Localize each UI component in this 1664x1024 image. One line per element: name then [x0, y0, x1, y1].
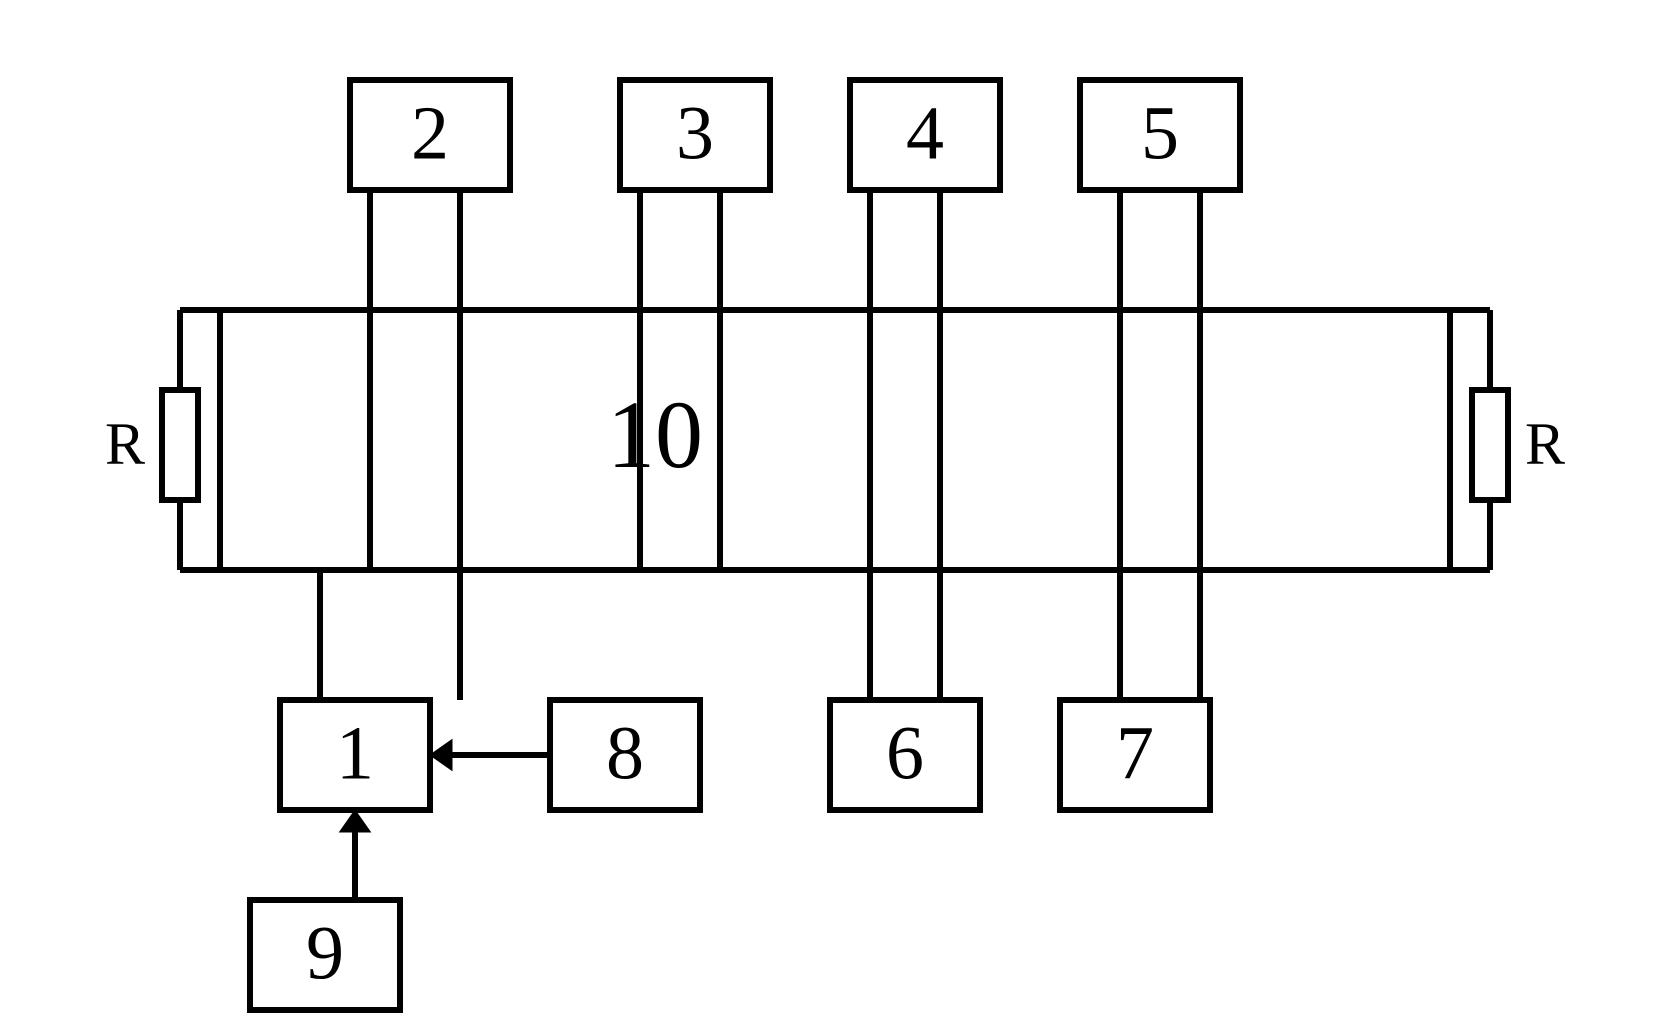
box-2-label: 2 — [411, 91, 449, 175]
box-1-label: 1 — [336, 711, 374, 795]
box-9-label: 9 — [306, 911, 344, 995]
box-6-label: 6 — [886, 711, 924, 795]
bus-box — [220, 310, 1450, 570]
box-3-label: 3 — [676, 91, 714, 175]
center-label: 10 — [607, 381, 703, 488]
box-4-label: 4 — [906, 91, 944, 175]
resistor-right-label: R — [1525, 411, 1565, 477]
box-8-label: 8 — [606, 711, 644, 795]
box-7-label: 7 — [1116, 711, 1154, 795]
resistor-right — [1472, 390, 1508, 500]
resistor-left-label: R — [105, 411, 145, 477]
resistor-left — [162, 390, 198, 500]
box-5-label: 5 — [1141, 91, 1179, 175]
